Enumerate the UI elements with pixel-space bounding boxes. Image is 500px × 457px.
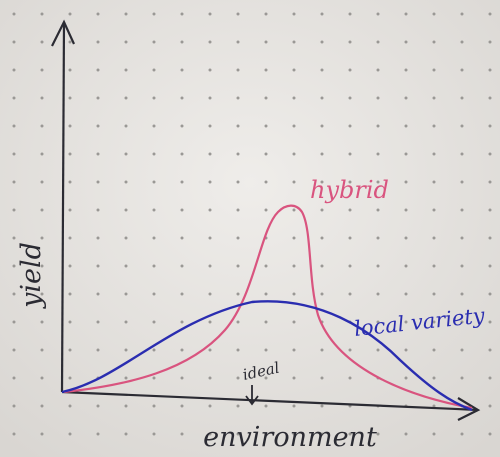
x-axis <box>61 390 479 412</box>
y-axis <box>60 21 66 393</box>
hybrid-curve <box>63 204 473 410</box>
x-axis-arrow <box>457 397 481 421</box>
hybrid-label: hybrid <box>310 176 389 204</box>
x-axis-label: environment <box>203 422 377 453</box>
ideal-arrow <box>245 385 259 406</box>
local-variety-curve <box>61 300 473 412</box>
y-axis-label: yield <box>16 242 47 309</box>
y-axis-arrow <box>51 19 76 47</box>
